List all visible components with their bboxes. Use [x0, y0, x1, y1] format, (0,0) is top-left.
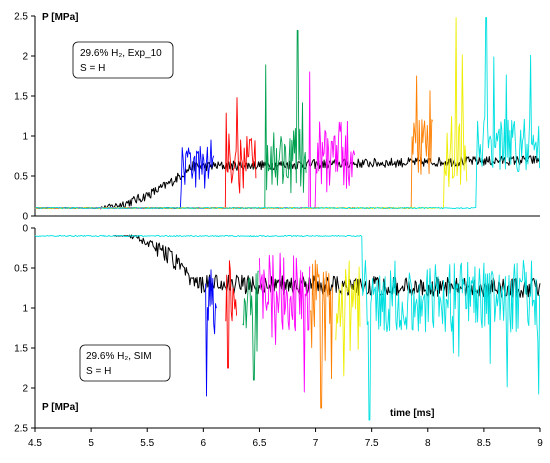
x-tick-label: 6.5: [252, 438, 266, 449]
top-series-line-2: [34, 97, 257, 210]
y-tick-label: 0.5: [14, 172, 28, 183]
top-series-line-5: [34, 75, 434, 210]
bottom-series: [34, 234, 541, 421]
bottom-y-ticks: 0 0.5 1 1.5 2 2.5: [14, 224, 35, 435]
y-tick-label: 1: [22, 132, 28, 143]
x-tick-label: 7.5: [365, 438, 379, 449]
y-tick-label: 0: [22, 224, 28, 235]
bottom-series-line-5: [309, 259, 333, 409]
bottom-series-line-3: [242, 270, 259, 381]
y-tick-label: 2.5: [14, 424, 28, 435]
top-series-line-1: [34, 139, 215, 210]
y-tick-label: 2.5: [14, 12, 28, 23]
top-annotation-line2: S = H: [80, 63, 105, 74]
bottom-panel: 0 0.5 1 1.5 2 2.5 4.5 5 5.5 6 6.5 7 7.5 8 8.5 9 29.6% …: [14, 224, 543, 450]
bottom-series-line-1: [205, 269, 217, 397]
top-series-line-0: [34, 155, 541, 210]
x-tick-label: 8: [425, 438, 431, 449]
top-annotation-box: 29.6% H₂, Exp_10 S = H: [72, 41, 174, 79]
bottom-annotation-line2: S = H: [86, 366, 111, 377]
x-tick-label: 9: [537, 438, 543, 449]
x-ticks: 4.5 5 5.5 6 6.5 7 7.5 8 8.5 9: [28, 428, 543, 449]
bottom-annotation-box: 29.6% H₂, SIM S = H: [79, 344, 171, 382]
y-tick-label: 0.5: [14, 264, 28, 275]
x-tick-label: 7: [313, 438, 319, 449]
y-tick-label: 1.5: [14, 92, 28, 103]
y-tick-label: 0: [22, 212, 28, 223]
bottom-series-line-4: [258, 252, 311, 393]
y-tick-label: 1.5: [14, 344, 28, 355]
y-tick-label: 1: [22, 304, 28, 315]
bottom-annotation-line1: 29.6% H₂, SIM: [86, 351, 152, 362]
x-tick-label: 8.5: [477, 438, 491, 449]
x-axis-label: time [ms]: [390, 408, 434, 419]
top-series-line-4: [34, 71, 356, 210]
bottom-y-axis-label: P [MPa]: [42, 402, 79, 413]
top-y-ticks: 0 0.5 1 1.5 2 2.5: [14, 12, 35, 223]
top-annotation-line1: 29.6% H₂, Exp_10: [80, 48, 162, 59]
x-tick-label: 4.5: [28, 438, 42, 449]
bottom-series-line-2: [225, 260, 238, 369]
x-tick-label: 6: [201, 438, 207, 449]
x-tick-label: 5.5: [140, 438, 154, 449]
x-tick-label: 5: [88, 438, 94, 449]
top-y-axis-label: P [MPa]: [42, 12, 79, 23]
top-series-line-7: [34, 17, 541, 210]
y-tick-label: 2: [22, 384, 28, 395]
y-tick-label: 2: [22, 52, 28, 63]
bottom-series-line-7: [34, 234, 541, 421]
bottom-series-line-6: [335, 260, 361, 377]
top-panel: P [MPa] 0 0.5 1 1.5 2 2.5 29.6% H₂, Exp_10 S …: [14, 12, 541, 223]
top-series: [34, 17, 541, 210]
